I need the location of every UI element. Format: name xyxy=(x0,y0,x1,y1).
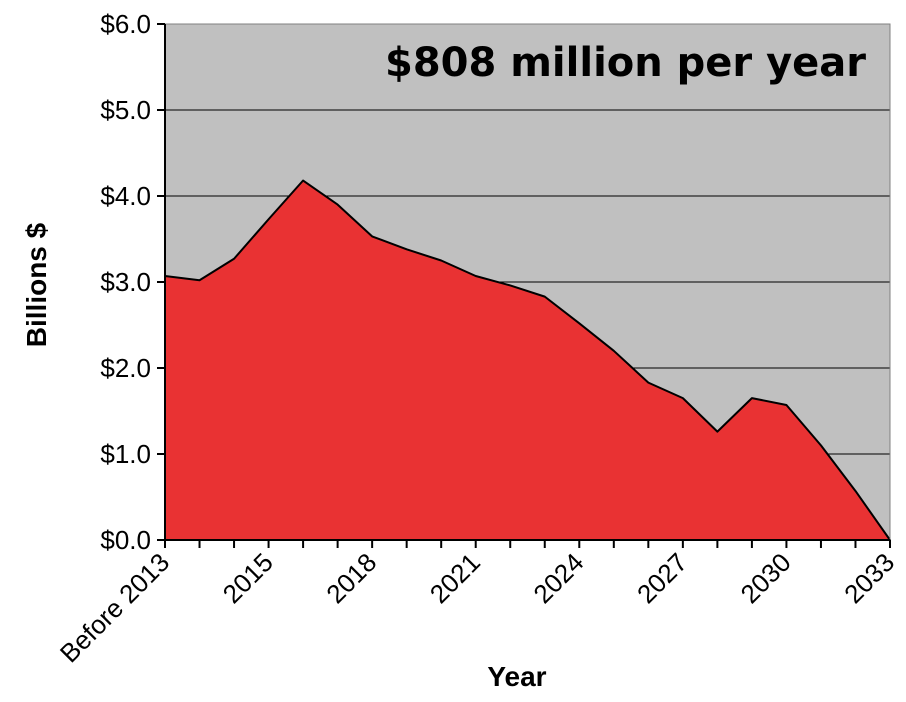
x-tick-label: 2015 xyxy=(217,547,279,609)
x-axis-title: Year xyxy=(487,661,546,692)
y-axis-ticks: $0.0 $1.0 $2.0 $3.0 $4.0 $5.0 $6.0 xyxy=(100,9,165,555)
y-tick-label: $2.0 xyxy=(100,353,151,383)
chart-annotation: $808 million per year xyxy=(385,40,866,86)
y-tick-label: $0.0 xyxy=(100,525,151,555)
x-tick-label: 2021 xyxy=(424,547,486,609)
x-tick-label: 2033 xyxy=(838,547,900,609)
y-tick-label: $4.0 xyxy=(100,181,151,211)
x-tick-label: 2024 xyxy=(527,547,589,609)
y-axis-title: Billions $ xyxy=(21,222,52,347)
x-tick-label: 2030 xyxy=(735,547,797,609)
x-tick-label: 2027 xyxy=(631,547,693,609)
y-tick-label: $1.0 xyxy=(100,439,151,469)
x-tick-label: Before 2013 xyxy=(54,547,175,668)
y-tick-label: $6.0 xyxy=(100,9,151,39)
area-series xyxy=(164,179,891,541)
x-axis-ticks: Before 2013 2015 2018 2021 2024 2027 2030 2033 xyxy=(54,540,900,668)
y-tick-label: $5.0 xyxy=(100,95,151,125)
x-tick-label: 2018 xyxy=(320,547,382,609)
y-tick-label: $3.0 xyxy=(100,267,151,297)
